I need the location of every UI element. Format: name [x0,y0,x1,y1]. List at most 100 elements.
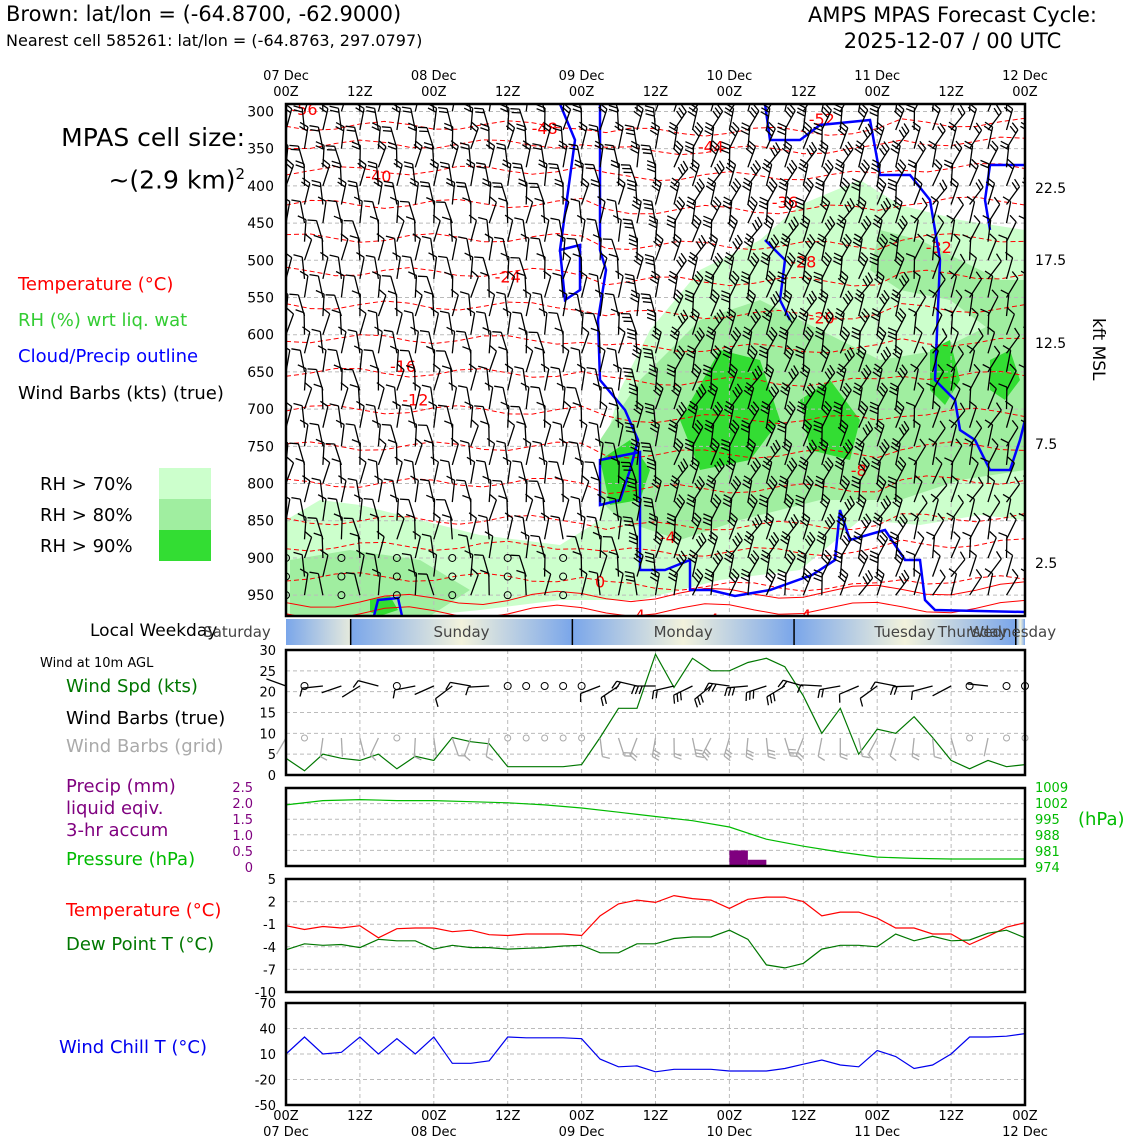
wind-barb [1000,438,1010,465]
wind-barb [417,573,435,596]
wind-barb [423,439,435,465]
wind-barb [520,382,530,410]
wind-barb [459,291,472,317]
wind-barb [669,475,680,503]
rh90-fill-d [930,340,960,405]
wind-barb [299,419,309,447]
wind-barb [626,328,638,354]
wind-barb [946,363,956,391]
temperature-contour-label: 0 [909,611,919,630]
wind-barb [550,515,564,540]
wind-barb [854,437,865,466]
wind-barb [1024,165,1025,168]
top-hour-label: 00Z [864,85,890,100]
pressure-tick-label: 400 [247,179,274,195]
calm-wind-circle [392,591,401,600]
wind-barb [620,164,638,187]
wind-barb [724,549,735,577]
dew-label: Dew Point T (°C) [66,934,215,955]
wind-barb [858,215,872,243]
wind-barb [428,549,438,577]
wind-barb [576,363,586,391]
wind-barb [691,270,704,298]
wind-barb [576,512,586,540]
legend-rh: RH (%) wrt liq. wat [18,310,188,331]
temperature-isotherm [286,117,1025,137]
wind-barb [895,307,907,335]
wind-barb [1000,289,1010,317]
wind-barb [704,270,715,298]
wind-barb [543,419,552,447]
wind-barb [1002,196,1012,224]
wind-barb [507,270,516,298]
wind-barb [464,401,474,428]
wind-barb [633,104,644,131]
wind-barb [580,475,590,503]
wind-tick-label: 10 [259,727,276,742]
calm-barb-grid [504,734,512,742]
wind-barb [395,104,398,112]
wind-barb [586,366,601,391]
wind-barb [536,252,546,279]
wind-barb [852,233,863,261]
wind-barb [784,513,799,540]
wind-barb [441,365,453,391]
wind-barb [432,104,435,112]
wind-barb [394,456,403,484]
wind-barb [691,419,704,447]
wind-barb [502,456,512,484]
wind-barb [588,124,601,149]
wind-barb [987,104,1002,131]
top-hour-label: 00Z [1012,85,1038,100]
wind-barb [572,104,583,131]
wind-barb [624,124,638,149]
wind-barb [651,326,662,354]
wind-barb [890,289,901,317]
wind-barb [795,494,805,521]
wind-barb [766,685,786,706]
bottom-hour-label: 00Z [273,1109,299,1124]
wind-barb [357,158,367,187]
wind-barb [434,685,453,707]
wind-barb [338,475,347,503]
wind-barb [673,160,689,187]
wind-barb [802,326,814,354]
wind-barb [701,737,712,761]
wind-barb [761,307,773,335]
wind-barb [911,121,921,149]
wind-barb [742,177,753,205]
wind-barb [403,161,416,186]
wind-tick-label: 20 [259,686,276,701]
wind-barb [340,104,345,112]
wind-barb [666,513,677,540]
wind-barb [987,289,999,317]
wind-barb [624,273,638,298]
top-date-label: 09 Dec [559,69,605,84]
wind-barb [969,456,979,484]
weekday-band [572,619,795,645]
wind-barb [633,251,644,280]
wind-barb [480,569,490,596]
calm-wind-circle [337,591,346,600]
temperature-contour-label: 0 [595,573,605,592]
wind-barb [359,737,366,757]
wind-barb [286,293,287,298]
wind-barb [690,512,702,540]
wind-barb [947,121,958,149]
wind-barb [987,438,999,466]
wind-barb [640,144,657,168]
wind-barb [893,400,905,428]
wind-barb [819,493,831,521]
wind-barb [784,104,788,112]
wind-barb [516,123,527,149]
wind-barb [367,458,380,484]
wind-barb [784,401,796,429]
wind-barb [484,233,494,261]
wind-barb [855,196,867,224]
wind-barb [438,255,453,280]
wind-barb [500,252,510,279]
wind-barb [710,493,722,521]
wind-barb [365,403,380,428]
wind-barb [525,195,534,224]
temp-tick-label: -1 [263,918,276,933]
